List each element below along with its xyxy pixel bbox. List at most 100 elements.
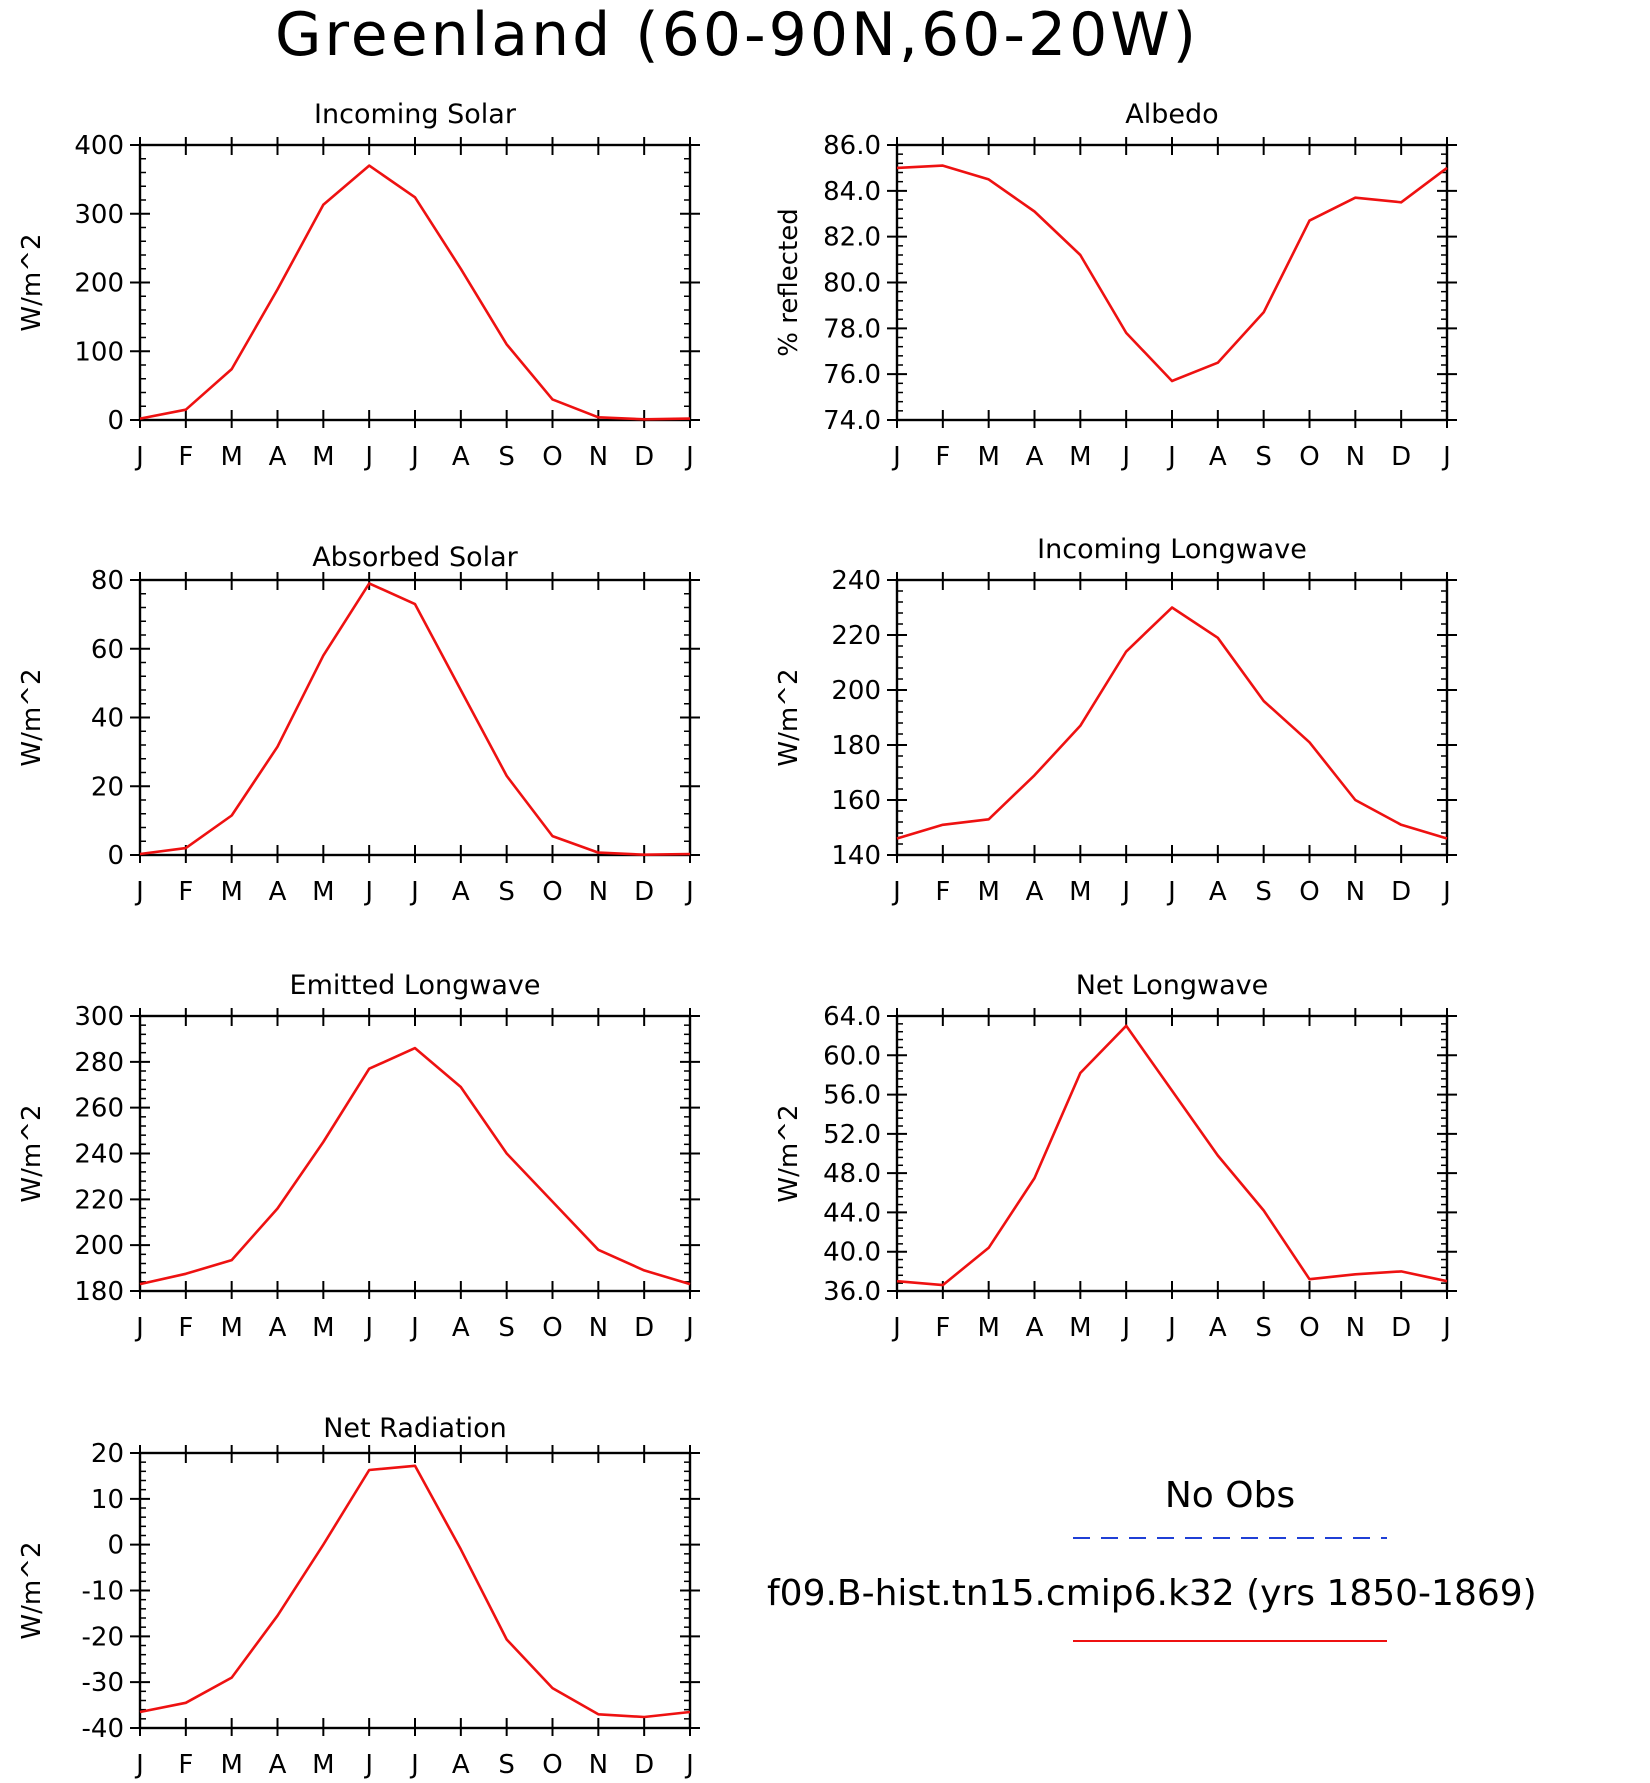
x-tick-label: J	[409, 442, 419, 472]
y-tick-label: 280	[74, 1048, 124, 1078]
x-tick-label: F	[178, 1750, 193, 1780]
legend-obs-label: No Obs	[1165, 1475, 1295, 1516]
x-tick-label: O	[1299, 1313, 1319, 1343]
y-tick-label: 40.0	[823, 1238, 881, 1268]
figure-title: Greenland (60-90N,60-20W)	[275, 0, 1199, 70]
x-tick-label: J	[1441, 1313, 1451, 1343]
y-tick-label: 60	[91, 635, 124, 665]
x-tick-label: O	[542, 1750, 562, 1780]
x-tick-label: O	[1299, 442, 1319, 472]
x-tick-label: J	[409, 1750, 419, 1780]
panel-title: Net Longwave	[1076, 970, 1269, 1001]
y-tick-label: 80.0	[823, 269, 881, 299]
x-tick-label: M	[312, 877, 334, 907]
series-line	[139, 1464, 691, 1719]
series-line	[139, 1046, 691, 1286]
x-tick-label: S	[498, 877, 515, 907]
y-tick-label: 200	[74, 1231, 124, 1261]
x-tick-label: N	[589, 877, 608, 907]
y-tick-label: 400	[74, 131, 124, 161]
y-tick-label: 20	[91, 1439, 124, 1469]
y-tick-label: 0	[107, 841, 124, 871]
x-tick-label: S	[1255, 1313, 1272, 1343]
x-tick-label: M	[977, 1313, 999, 1343]
x-tick-label: A	[1026, 877, 1044, 907]
x-tick-label: A	[452, 1750, 470, 1780]
x-tick-label: A	[269, 1750, 287, 1780]
x-tick-label: J	[1166, 1313, 1176, 1343]
x-tick-label: M	[312, 1750, 334, 1780]
x-tick-label: J	[684, 1313, 694, 1343]
y-tick-label: 200	[74, 269, 124, 299]
x-tick-label: A	[452, 1313, 470, 1343]
x-tick-label: N	[1346, 877, 1365, 907]
x-tick-label: A	[452, 877, 470, 907]
y-tick-label: -10	[82, 1577, 124, 1607]
x-tick-label: J	[1441, 442, 1451, 472]
y-tick-label: 300	[74, 1002, 124, 1032]
series-line	[896, 606, 1448, 840]
x-tick-label: J	[684, 877, 694, 907]
y-tick-label: 64.0	[823, 1002, 881, 1032]
y-tick-label: 200	[831, 676, 881, 706]
x-tick-label: S	[498, 1313, 515, 1343]
series-line	[139, 164, 691, 421]
x-tick-label: J	[134, 877, 144, 907]
x-tick-label: M	[977, 877, 999, 907]
x-tick-label: M	[220, 877, 242, 907]
y-axis-label: W/m^2	[774, 1104, 804, 1202]
x-tick-label: M	[1069, 442, 1091, 472]
y-tick-label: 40	[91, 704, 124, 734]
plot-frame	[138, 1451, 692, 1730]
x-tick-label: J	[891, 1313, 901, 1343]
x-tick-label: A	[1026, 442, 1044, 472]
x-tick-label: M	[312, 442, 334, 472]
panel-title: Net Radiation	[323, 1413, 507, 1444]
x-tick-label: D	[634, 1313, 654, 1343]
x-tick-label: A	[1026, 1313, 1044, 1343]
x-tick-label: O	[542, 1313, 562, 1343]
y-tick-label: 48.0	[823, 1159, 881, 1189]
y-tick-label: 82.0	[823, 223, 881, 253]
x-tick-label: J	[684, 442, 694, 472]
x-tick-label: A	[1209, 1313, 1227, 1343]
x-tick-label: S	[1255, 442, 1272, 472]
y-tick-label: 240	[74, 1140, 124, 1170]
y-tick-label: 100	[74, 337, 124, 367]
x-tick-label: A	[1209, 442, 1227, 472]
y-tick-label: 220	[831, 621, 881, 651]
y-tick-label: 80	[91, 566, 124, 596]
plot-frame	[895, 1014, 1449, 1293]
y-tick-label: 0	[107, 1531, 124, 1561]
x-tick-label: D	[1391, 442, 1411, 472]
series-line	[896, 164, 1448, 383]
x-tick-label: O	[1299, 877, 1319, 907]
x-tick-label: M	[220, 1750, 242, 1780]
x-tick-label: M	[1069, 1313, 1091, 1343]
x-tick-label: N	[589, 1313, 608, 1343]
x-tick-label: A	[269, 1313, 287, 1343]
x-tick-label: J	[409, 877, 419, 907]
x-tick-label: F	[935, 442, 950, 472]
y-tick-label: 56.0	[823, 1081, 881, 1111]
x-tick-label: D	[634, 877, 654, 907]
panel-title: Incoming Solar	[314, 99, 517, 130]
x-tick-label: J	[134, 442, 144, 472]
legend-model-label: f09.B-hist.tn15.cmip6.k32 (yrs 1850-1869…	[767, 1573, 1537, 1614]
y-tick-label: 44.0	[823, 1198, 881, 1228]
y-tick-label: 20	[91, 772, 124, 802]
x-tick-label: M	[312, 1313, 334, 1343]
x-tick-label: J	[1441, 877, 1451, 907]
x-tick-label: N	[1346, 1313, 1365, 1343]
x-tick-label: M	[220, 442, 242, 472]
x-tick-label: J	[1166, 877, 1176, 907]
x-tick-label: F	[178, 1313, 193, 1343]
y-axis-label: W/m^2	[774, 668, 804, 766]
x-tick-label: N	[589, 1750, 608, 1780]
x-tick-label: S	[498, 442, 515, 472]
y-tick-label: 52.0	[823, 1120, 881, 1150]
x-tick-label: S	[1255, 877, 1272, 907]
y-axis-label: W/m^2	[17, 1104, 47, 1202]
